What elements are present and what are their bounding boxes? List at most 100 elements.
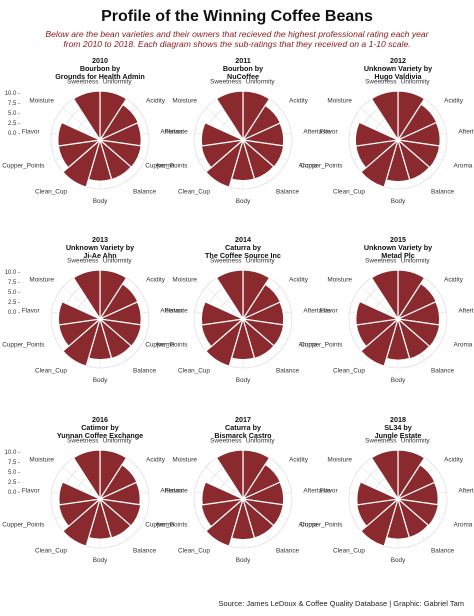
bar-clean-cup bbox=[205, 138, 245, 188]
bar-flavor bbox=[201, 481, 246, 506]
axis-label-clean-cup: Clean_Cup bbox=[333, 548, 365, 555]
axis-label-aftertaste: Aftertaste bbox=[458, 308, 474, 315]
axis-label-sweetness: Sweetness bbox=[210, 79, 241, 86]
axis-label-body: Body bbox=[391, 198, 406, 205]
axis-label-flavor: Flavor bbox=[22, 488, 41, 495]
bar-acidity bbox=[98, 103, 140, 142]
y-tick-label: 5.0 - bbox=[8, 290, 20, 296]
axis-label-body: Body bbox=[236, 377, 251, 384]
panel-owner: Grounds for Health Admin bbox=[55, 72, 145, 81]
y-tick-label: 0.0 - bbox=[8, 490, 20, 496]
axis-label-aroma: Aroma bbox=[299, 163, 318, 170]
axis-label-moisture: Moisture bbox=[172, 456, 197, 463]
axis-label-acidity: Acidity bbox=[146, 97, 166, 104]
axis-label-cupper-points: Cupper_Points bbox=[145, 522, 187, 529]
axis-label-sweetness: Sweetness bbox=[67, 258, 98, 265]
axis-label-flavor: Flavor bbox=[22, 129, 41, 136]
grid-spoke bbox=[62, 107, 101, 141]
y-tick-label: 10.0 - bbox=[5, 270, 20, 276]
bar-sweetness bbox=[215, 90, 244, 143]
axis-label-body: Body bbox=[391, 557, 406, 564]
axis-label-aroma: Aroma bbox=[299, 342, 318, 349]
grid-spoke bbox=[360, 286, 399, 320]
panel-owner: Metad Plc bbox=[381, 251, 415, 260]
axis-label-cupper-points: Cupper_Points bbox=[300, 522, 342, 529]
panel-owner: NuCoffee bbox=[227, 72, 259, 81]
axis-label-flavor: Flavor bbox=[22, 308, 41, 315]
bar-sweetness bbox=[370, 449, 399, 502]
axis-label-acidity: Acidity bbox=[146, 276, 166, 283]
bar-sweetness bbox=[215, 449, 244, 502]
bar-clean-cup bbox=[360, 317, 400, 367]
axis-label-aftertaste: Aftertaste bbox=[160, 308, 188, 315]
panel-year: 2010 bbox=[92, 56, 108, 65]
axis-label-moisture: Moisture bbox=[29, 456, 54, 463]
panel-year: 2018 bbox=[390, 415, 406, 424]
y-tick-label: 10.0 - bbox=[5, 450, 20, 456]
axis-label-sweetness: Sweetness bbox=[67, 79, 98, 86]
axis-label-sweetness: Sweetness bbox=[365, 438, 396, 445]
axis-label-acidity: Acidity bbox=[146, 456, 166, 463]
y-tick-label: 2.5 - bbox=[8, 121, 20, 127]
axis-label-flavor: Flavor bbox=[320, 488, 339, 495]
panel-owner: Yunnan Coffee Exchange bbox=[57, 431, 143, 440]
bar-flavor bbox=[58, 481, 103, 506]
panel-year: 2017 bbox=[235, 415, 251, 424]
panel-variety: Caturra by bbox=[225, 423, 261, 432]
axis-label-cupper-points: Cupper_Points bbox=[145, 163, 187, 170]
y-tick-label: 0.0 - bbox=[8, 310, 20, 316]
axis-label-uniformity: Uniformity bbox=[401, 79, 431, 86]
panel-owner: Hugo Valdivia bbox=[374, 72, 422, 81]
panel-year: 2014 bbox=[235, 235, 251, 244]
panel-year: 2011 bbox=[235, 56, 251, 65]
bar-clean-cup bbox=[62, 497, 102, 547]
axis-label-flavor: Flavor bbox=[165, 308, 184, 315]
axis-label-flavor: Flavor bbox=[320, 308, 339, 315]
bar-sweetness bbox=[72, 449, 101, 502]
axis-label-body: Body bbox=[236, 557, 251, 564]
axis-label-moisture: Moisture bbox=[327, 456, 352, 463]
axis-label-flavor: Flavor bbox=[165, 129, 184, 136]
axis-label-aftertaste: Aftertaste bbox=[160, 129, 188, 136]
bar-clean-cup bbox=[360, 497, 400, 547]
axis-label-aroma: Aroma bbox=[156, 163, 175, 170]
axis-label-uniformity: Uniformity bbox=[103, 438, 133, 445]
y-tick-label: 7.5 - bbox=[8, 460, 20, 466]
y-tick-label: 5.0 - bbox=[8, 111, 20, 117]
axis-label-aftertaste: Aftertaste bbox=[303, 308, 331, 315]
axis-label-balance: Balance bbox=[133, 548, 157, 555]
axis-label-aftertaste: Aftertaste bbox=[160, 488, 188, 495]
panel-owner: Jungle Estate bbox=[375, 431, 422, 440]
axis-label-acidity: Acidity bbox=[444, 97, 464, 104]
page-subtitle: Below are the bean varieties and their o… bbox=[20, 29, 454, 49]
axis-label-acidity: Acidity bbox=[289, 276, 309, 283]
axis-label-balance: Balance bbox=[133, 189, 157, 196]
axis-label-acidity: Acidity bbox=[289, 456, 309, 463]
y-tick-label: 2.5 - bbox=[8, 300, 20, 306]
axis-label-aftertaste: Aftertaste bbox=[303, 129, 331, 136]
axis-label-flavor: Flavor bbox=[320, 129, 339, 136]
axis-label-flavor: Flavor bbox=[165, 488, 184, 495]
panel-variety: Bourbon by bbox=[223, 64, 263, 73]
axis-label-moisture: Moisture bbox=[29, 97, 54, 104]
axis-label-moisture: Moisture bbox=[29, 276, 54, 283]
axis-label-cupper-points: Cupper_Points bbox=[2, 522, 44, 529]
axis-label-moisture: Moisture bbox=[327, 97, 352, 104]
axis-label-aroma: Aroma bbox=[156, 342, 175, 349]
axis-label-acidity: Acidity bbox=[444, 456, 464, 463]
panel-year: 2015 bbox=[390, 235, 406, 244]
axis-label-aroma: Aroma bbox=[299, 522, 318, 529]
axis-label-sweetness: Sweetness bbox=[365, 258, 396, 265]
grid-spoke bbox=[205, 286, 244, 320]
panel-variety: Unknown Variety by bbox=[66, 243, 134, 252]
bar-clean-cup bbox=[205, 317, 245, 367]
axis-label-moisture: Moisture bbox=[172, 276, 197, 283]
axis-label-balance: Balance bbox=[276, 189, 300, 196]
axis-label-uniformity: Uniformity bbox=[246, 258, 276, 265]
axis-label-acidity: Acidity bbox=[444, 276, 464, 283]
y-tick-label: 10.0 - bbox=[5, 91, 20, 97]
axis-label-aftertaste: Aftertaste bbox=[303, 488, 331, 495]
grid-spoke bbox=[360, 466, 399, 500]
